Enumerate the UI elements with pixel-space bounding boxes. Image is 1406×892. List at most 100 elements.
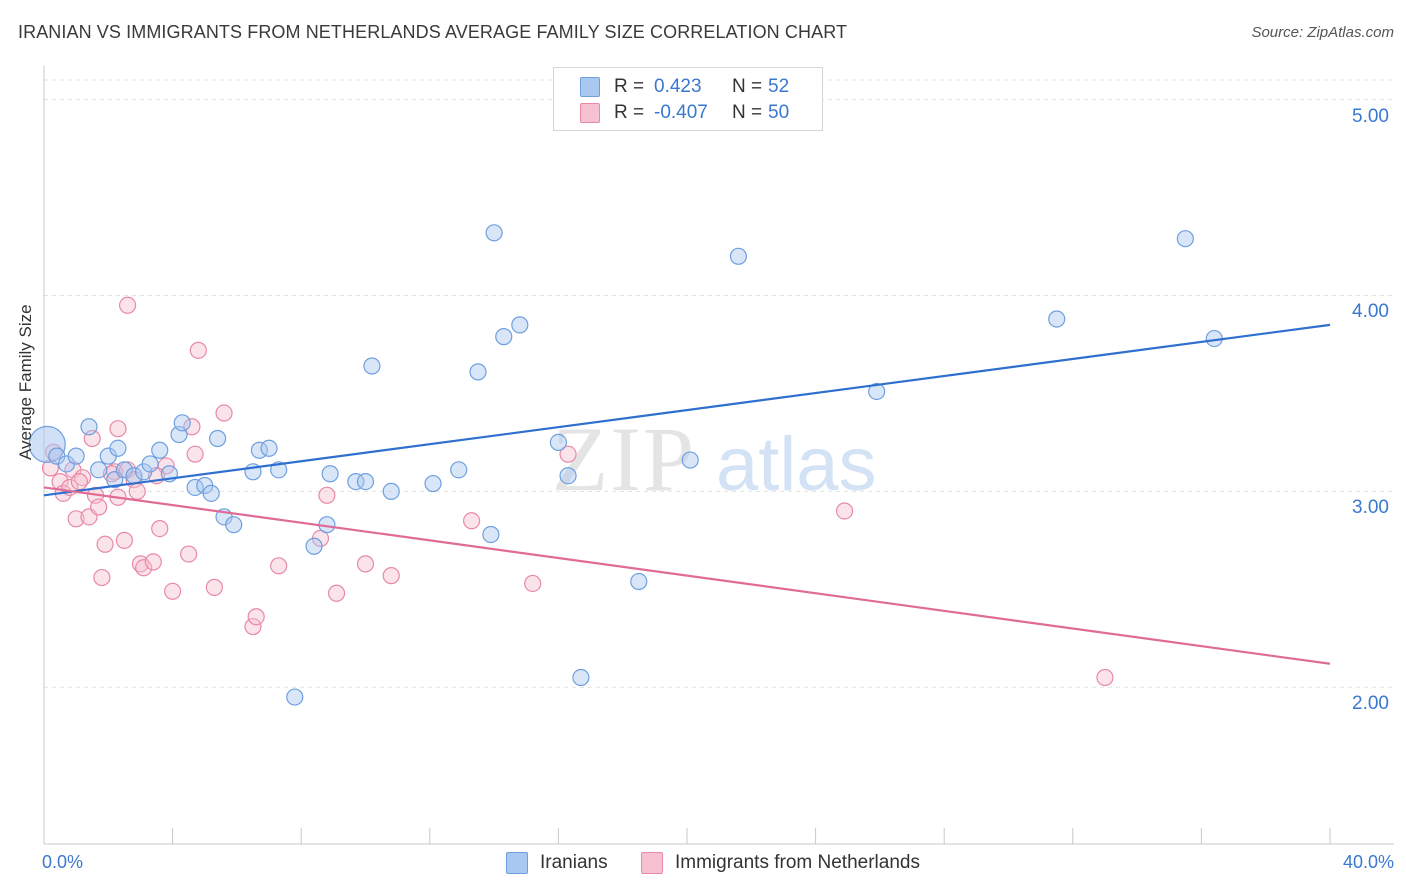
legend-r-value: -0.407 — [654, 102, 708, 123]
data-point — [202, 484, 220, 502]
y-tick-label: 3.00 — [1352, 497, 1389, 519]
data-point — [1096, 668, 1114, 687]
legend-r-value: 0.423 — [654, 76, 702, 97]
legend-n-label: N = — [732, 102, 763, 123]
trend-line — [43, 486, 1331, 665]
data-point — [450, 461, 468, 479]
data-point — [186, 445, 204, 463]
data-point — [482, 525, 500, 544]
data-point — [681, 451, 699, 469]
data-point — [93, 568, 111, 587]
watermark: ZIP atlas — [552, 408, 877, 510]
data-point — [382, 567, 400, 585]
data-point — [151, 441, 169, 459]
data-point — [90, 461, 108, 479]
data-point — [868, 382, 886, 401]
data-point — [382, 482, 400, 500]
data-point — [173, 414, 191, 432]
y-axis-label: Average Family Size — [16, 304, 35, 460]
data-point — [363, 357, 381, 375]
data-point — [189, 341, 207, 359]
data-point — [318, 486, 336, 504]
legend-item-netherlands[interactable]: Immigrants from Netherlands — [641, 852, 920, 874]
data-point — [109, 439, 127, 457]
legend-swatch-iranians — [506, 852, 528, 874]
data-point — [209, 429, 227, 448]
grid-lines — [44, 79, 1394, 688]
data-point — [151, 520, 169, 538]
data-point — [270, 557, 288, 575]
data-point — [356, 555, 375, 573]
legend-r-label: R = — [614, 102, 645, 123]
data-point — [495, 328, 513, 346]
data-point — [144, 553, 162, 571]
legend-label-iranians: Iranians — [540, 852, 608, 873]
data-point — [80, 418, 98, 436]
data-point — [524, 574, 542, 593]
data-point — [462, 512, 481, 530]
legend-n-value: 50 — [768, 102, 790, 123]
legend-swatch-netherlands — [641, 852, 663, 874]
data-point — [215, 404, 233, 422]
data-point — [729, 247, 748, 265]
legend-row-iranians: R = 0.423 N = 52 — [580, 75, 789, 99]
data-point — [630, 572, 648, 591]
data-point — [118, 296, 137, 314]
data-point — [244, 617, 262, 636]
watermark-atlas: atlas — [716, 422, 877, 507]
data-point — [835, 502, 854, 520]
data-point — [469, 363, 487, 381]
data-point — [247, 608, 265, 626]
legend-label-netherlands: Immigrants from Netherlands — [675, 852, 920, 873]
data-point — [485, 224, 503, 242]
data-point — [67, 510, 85, 528]
data-point — [96, 535, 114, 553]
data-point — [128, 482, 146, 500]
data-point — [356, 472, 375, 491]
data-point — [183, 418, 201, 436]
series-legend: Iranians Immigrants from Netherlands — [0, 852, 1406, 876]
data-point — [115, 461, 133, 479]
legend-r-label: R = — [614, 76, 645, 97]
series-netherlands — [41, 296, 1114, 687]
x-tick-label-max: 40.0% — [1342, 852, 1394, 872]
data-point — [90, 498, 108, 516]
data-point — [141, 455, 159, 473]
x-tick-label-min: 0.0% — [42, 852, 84, 872]
legend-row-netherlands: R = -0.407 N = 50 — [580, 101, 789, 125]
data-point — [305, 537, 323, 555]
data-point — [180, 545, 198, 563]
data-point — [1176, 230, 1194, 248]
data-point — [67, 447, 85, 465]
data-point — [572, 668, 590, 687]
data-point — [260, 439, 278, 457]
data-point — [70, 472, 88, 491]
data-point — [109, 420, 127, 438]
data-point — [28, 425, 66, 463]
source-label: Source: ZipAtlas.com — [1251, 24, 1394, 41]
data-point — [424, 474, 442, 493]
legend-swatch-netherlands — [580, 103, 600, 123]
data-point — [321, 465, 339, 483]
y-tick-label: 2.00 — [1352, 693, 1389, 715]
y-tick-label: 5.00 — [1352, 105, 1389, 127]
legend-n-label: N = — [732, 76, 763, 97]
legend-n-value: 52 — [768, 76, 790, 97]
data-point — [1048, 310, 1066, 328]
data-point — [549, 433, 568, 452]
data-point — [347, 472, 365, 491]
data-point — [511, 316, 529, 334]
data-point — [225, 516, 243, 534]
legend-item-iranians[interactable]: Iranians — [506, 852, 608, 874]
trend-lines — [43, 323, 1331, 665]
data-point — [164, 582, 182, 600]
legend-swatch-iranians — [580, 77, 600, 97]
stats-legend: R = 0.423 N = 52 R = -0.407 N = 50 — [553, 67, 823, 131]
data-point — [327, 584, 346, 602]
data-point — [115, 531, 133, 549]
data-point — [559, 467, 577, 485]
chart-title: IRANIAN VS IMMIGRANTS FROM NETHERLANDS A… — [18, 22, 848, 42]
data-point — [559, 445, 577, 463]
data-point — [135, 559, 153, 577]
